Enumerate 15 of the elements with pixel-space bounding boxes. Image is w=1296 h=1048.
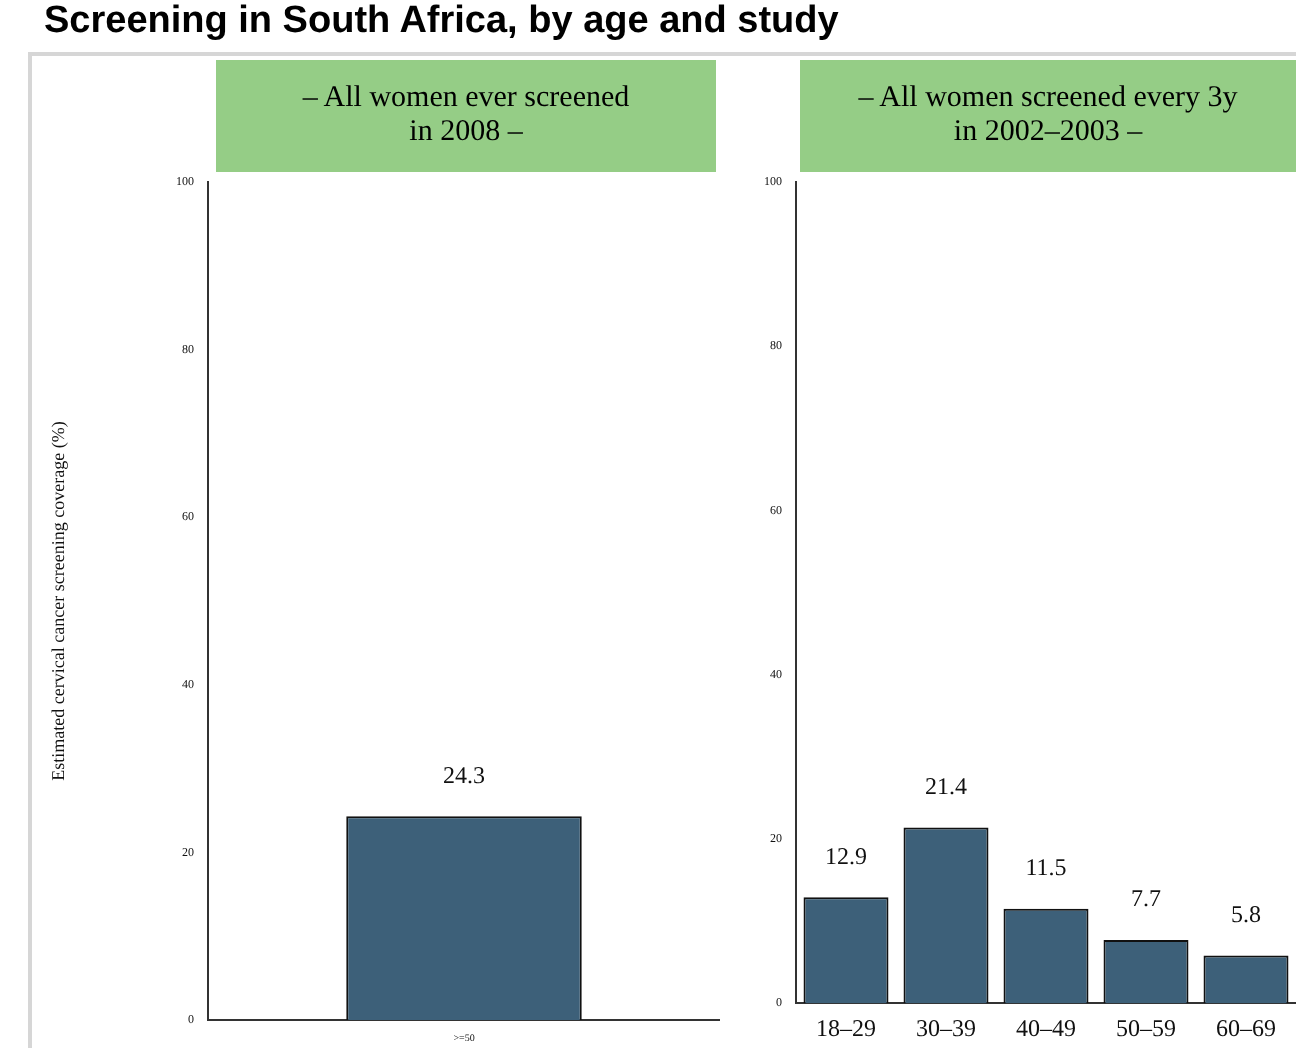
x-tick-label: 18–29 (816, 1013, 876, 1042)
x-tick-label: 60–69 (1216, 1013, 1276, 1042)
data-label: 11.5 (1025, 853, 1067, 882)
data-label: 7.7 (1131, 884, 1161, 913)
chart-title: Screening in South Africa, by age and study (44, 0, 839, 44)
data-label: 21.4 (925, 771, 967, 800)
x-tick-label: 50–59 (1116, 1013, 1176, 1042)
data-label: 24.3 (443, 760, 485, 789)
x-tick-label: 40–49 (1016, 1013, 1076, 1042)
chart-subtitle: – All women screened every 3y in 2002–2003 – (800, 60, 1296, 172)
data-label: 5.8 (1231, 899, 1261, 928)
y-axis-title: Estimated cervical cancer screening coverage (%) (47, 421, 68, 781)
data-label: 12.9 (825, 841, 867, 870)
chart-subtitle: – All women ever screened in 2008 – (216, 60, 716, 172)
x-tick-label: 30–39 (916, 1013, 976, 1042)
